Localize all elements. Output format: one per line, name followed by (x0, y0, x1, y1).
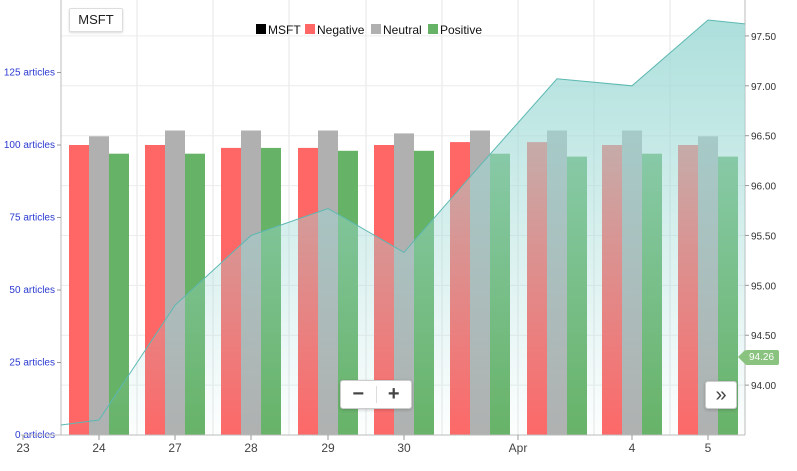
legend-swatch-msft (256, 24, 266, 34)
legend-swatch-negative (305, 24, 315, 34)
right-axis-tick-label: 96.00 (751, 182, 776, 193)
left-axis-tick-label: 100 articles (4, 140, 55, 151)
x-axis-tick-label: 4 (629, 441, 636, 455)
next-page-button[interactable]: » (705, 381, 737, 409)
right-axis-tick-label: 94.50 (751, 331, 776, 342)
right-axis-tick-label: 97.50 (751, 32, 776, 43)
bar-neutral (89, 136, 109, 436)
bar-negative (69, 145, 89, 435)
x-axis-tick-label: 5 (705, 441, 712, 455)
legend-swatch-positive (428, 24, 438, 34)
legend-item-msft: MSFT (268, 23, 301, 37)
left-axis-tick-label: 50 articles (9, 285, 55, 296)
x-axis-tick-label: 29 (321, 441, 335, 455)
ticker-label[interactable]: MSFT (69, 8, 123, 32)
price-line (60, 19, 746, 426)
legend-item-negative: Negative (317, 23, 365, 37)
x-axis-tick-label: 27 (168, 441, 182, 455)
zoom-controls: − + (340, 380, 412, 409)
x-axis-tick-label: 23 (16, 441, 30, 455)
current-price-badge: 94.26 (737, 350, 780, 365)
x-axis-tick-label: 30 (397, 441, 411, 455)
left-axis-tick-label: 125 articles (4, 68, 55, 79)
zoom-in-button[interactable]: + (387, 383, 400, 405)
zoom-divider (375, 386, 377, 403)
zoom-out-button[interactable]: − (352, 383, 365, 405)
x-axis-tick-label: Apr (509, 441, 528, 455)
right-axis-tick-label: 94.00 (751, 381, 776, 392)
bar-positive (109, 153, 129, 435)
price-area (61, 20, 745, 435)
right-axis-tick-label: 97.00 (751, 82, 776, 93)
x-axis-tick-label: 28 (244, 441, 258, 455)
left-axis-tick-label: 25 articles (9, 358, 55, 369)
legend-item-neutral: Neutral (383, 23, 422, 37)
legend-swatch-neutral (371, 24, 381, 34)
x-axis-tick-label: 24 (92, 441, 106, 455)
right-axis-tick-label: 95.50 (751, 231, 776, 242)
legend-item-positive: Positive (440, 23, 482, 37)
right-axis-tick-label: 96.50 (751, 132, 776, 143)
right-axis-tick-label: 95.00 (751, 281, 776, 292)
left-axis-tick-label: 75 articles (9, 213, 55, 224)
